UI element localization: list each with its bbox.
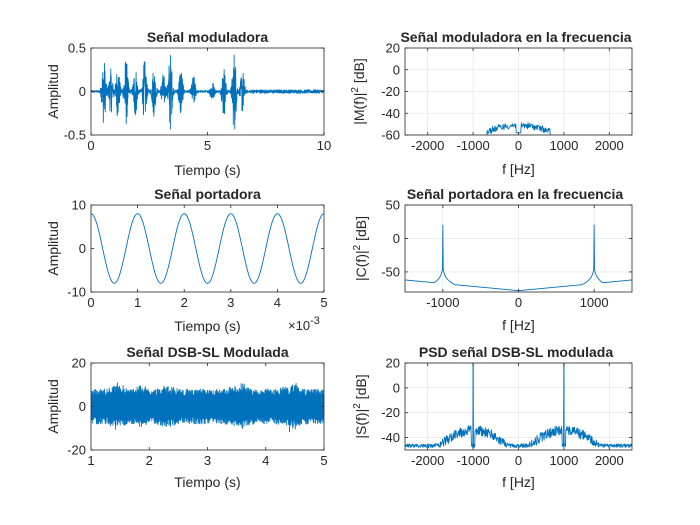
- y-axis-label: Amplitud: [45, 221, 61, 275]
- y-axis-label-base: |C(f)|: [353, 250, 369, 281]
- x-tick-label: 2: [146, 453, 153, 468]
- x-tick-label: -1000: [456, 138, 489, 153]
- x-tick-label: 2: [181, 295, 188, 310]
- x-tick-label: 0: [87, 138, 94, 153]
- x-tick-label: 1000: [549, 453, 578, 468]
- x-axis-label: Tiempo (s): [174, 162, 240, 178]
- y-axis-label-base: |S(f)|: [353, 409, 369, 439]
- series-line: [91, 382, 324, 433]
- chart-title: Señal portadora: [154, 186, 261, 202]
- y-axis-label: Amplitud: [45, 64, 61, 118]
- y-tick-label: -10: [67, 285, 86, 300]
- y-tick-label: -40: [381, 106, 400, 121]
- y-axis-label-unit: [dB]: [351, 58, 367, 87]
- x-tick-label: 4: [262, 453, 269, 468]
- y-tick-label: -20: [381, 405, 400, 420]
- chart-modulating-signal-frequency: -2000 -1000 0 1000 2000 -60 -40 -20 0 20 Señal mo…: [350, 29, 633, 177]
- y-tick-label: -50: [381, 264, 400, 279]
- y-tick-label: 20: [386, 41, 400, 56]
- y-tick-label: 10: [72, 198, 86, 213]
- x-tick-label: 1: [134, 295, 141, 310]
- x-tick-label: 3: [204, 453, 211, 468]
- y-axis-label-unit: [dB]: [353, 374, 369, 403]
- x-axis-label: f [Hz]: [502, 317, 535, 333]
- y-axis-label: |S(f)|2 [dB]: [352, 374, 369, 438]
- series-line: [405, 363, 632, 448]
- x-tick-label: 2000: [595, 453, 624, 468]
- y-tick-label: 0: [393, 231, 400, 246]
- x-tick-label: 0: [515, 295, 522, 310]
- y-tick-label: -20: [381, 84, 400, 99]
- x-tick-label: 0: [515, 138, 522, 153]
- chart-title: Señal portadora en la frecuencia: [407, 186, 624, 202]
- chart-carrier-signal-frequency: -1000 0 1000 -50 0 50 Señal portadora en la f…: [352, 186, 633, 333]
- chart-dsb-psd: -2000 -1000 0 1000 2000 -40 -20 0 20 PSD señal D…: [352, 344, 633, 490]
- x-tick-label: 2000: [595, 138, 624, 153]
- y-axis-label-exponent: 2: [352, 244, 363, 250]
- y-tick-label: 0: [79, 84, 86, 99]
- chart-title: Señal moduladora en la frecuencia: [400, 29, 631, 45]
- chart-dsb-modulated-signal-time: 1 2 3 4 5 -20 0 20 Señal DSB-SL Modulada Tiempo…: [45, 344, 328, 490]
- series-line: [91, 213, 324, 284]
- x-axis-exponent-power: -3: [310, 315, 320, 327]
- y-axis-label-unit: [dB]: [353, 216, 369, 245]
- x-tick-label: 5: [320, 453, 327, 468]
- x-tick-label: -1000: [456, 453, 489, 468]
- chart-title: Señal moduladora: [147, 29, 269, 45]
- x-axis-exponent-base: ×10: [288, 318, 310, 333]
- y-tick-label: -20: [67, 443, 86, 458]
- x-axis-label: f [Hz]: [502, 474, 535, 490]
- x-axis-label: f [Hz]: [502, 161, 535, 177]
- y-tick-label: -60: [381, 128, 400, 143]
- y-tick-label: 20: [72, 356, 86, 371]
- y-axis-label: |M(f)|2 [dB]: [350, 58, 367, 125]
- y-tick-label: 50: [386, 198, 400, 213]
- chart-title: PSD señal DSB-SL modulada: [419, 344, 613, 360]
- series-line: [91, 54, 324, 130]
- y-tick-label: 20: [386, 356, 400, 371]
- x-tick-label: 1000: [549, 138, 578, 153]
- y-tick-label: 0: [79, 241, 86, 256]
- y-tick-label: -40: [381, 430, 400, 445]
- x-axis-label: Tiempo (s): [174, 318, 240, 334]
- x-tick-label: 3: [227, 295, 234, 310]
- y-tick-label: 0: [393, 62, 400, 77]
- x-tick-label: -2000: [411, 138, 444, 153]
- x-tick-label: 0: [515, 453, 522, 468]
- x-tick-label: 1: [87, 453, 94, 468]
- x-tick-label: 0: [87, 295, 94, 310]
- x-tick-label: 5: [320, 295, 327, 310]
- x-axis-exponent: ×10-3: [288, 315, 320, 333]
- y-tick-label: 0: [79, 399, 86, 414]
- x-tick-label: -1000: [426, 295, 459, 310]
- chart-modulating-signal-time: 0 5 10-0.500.5 Señal moduladora Tiempo (s)…: [45, 29, 331, 178]
- x-tick-label: 10: [317, 138, 331, 153]
- x-tick-label: 5: [204, 138, 211, 153]
- y-axis-label-base: |M(f)|: [351, 93, 367, 125]
- y-axis-label: |C(f)|2 [dB]: [352, 216, 369, 281]
- x-axis-label: Tiempo (s): [174, 474, 240, 490]
- chart-title: Señal DSB-SL Modulada: [126, 344, 289, 360]
- x-tick-label: -2000: [411, 453, 444, 468]
- x-tick-label: 1000: [580, 295, 609, 310]
- x-tick-label: 4: [274, 295, 281, 310]
- y-axis-label-exponent: 2: [350, 87, 361, 93]
- y-axis-label-exponent: 2: [352, 403, 363, 409]
- y-tick-label: 0.5: [68, 41, 86, 56]
- y-axis-label: Amplitud: [45, 379, 61, 433]
- y-tick-label: 0: [393, 380, 400, 395]
- y-tick-label: -0.5: [64, 128, 86, 143]
